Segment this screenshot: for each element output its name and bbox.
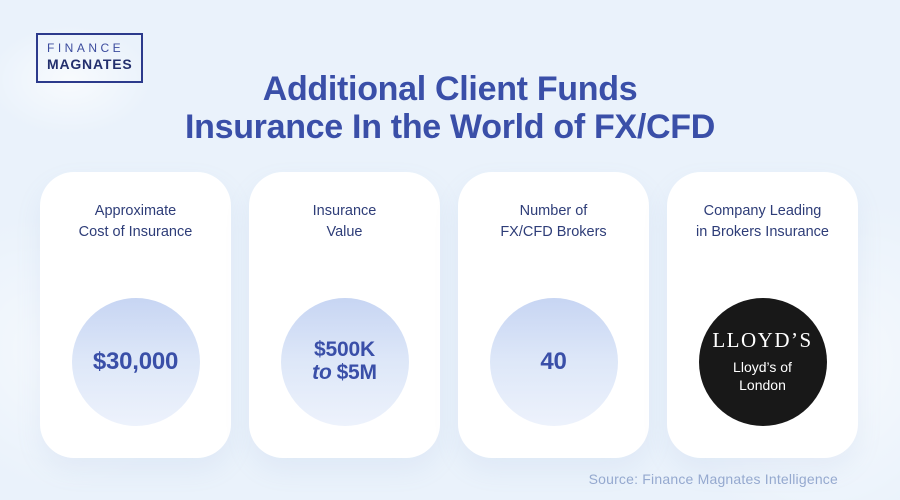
card-broker-count-label-line2: FX/CFD Brokers	[500, 223, 607, 240]
card-insurance-value-stat-circle: $500K to $5M	[280, 298, 409, 426]
insurance-value-line1: $500K	[314, 338, 375, 362]
card-cost-label-line1: Approximate	[94, 203, 177, 219]
card-insurance-value-label-line1: Insurance	[312, 203, 377, 219]
card-broker-count: Number of FX/CFD Brokers 40	[458, 172, 649, 458]
card-leading-company-label-line2: in Brokers Insurance	[696, 223, 829, 240]
source-attribution: Source: Finance Magnates Intelligence	[588, 471, 838, 487]
card-cost-label: Approximate Cost of Insurance	[40, 201, 231, 242]
card-leading-company: Company Leading in Brokers Insurance LLO…	[667, 172, 858, 458]
lloyds-logo-badge: LLOYD’S Lloyd’s of London	[698, 298, 827, 426]
card-insurance-value-label-line2: Value	[326, 223, 363, 240]
card-insurance-value-value: $500K to $5M	[312, 339, 377, 384]
insurance-value-max: $5M	[336, 361, 377, 384]
stat-cards-row: Approximate Cost of Insurance $30,000 In…	[40, 172, 858, 458]
insurance-value-line2: to $5M	[312, 361, 377, 385]
card-cost-value: $30,000	[92, 348, 179, 376]
lloyds-wordmark: LLOYD’S	[712, 328, 813, 353]
lloyds-caption-line1: Lloyd’s of	[733, 359, 792, 376]
card-leading-company-label: Company Leading in Brokers Insurance	[667, 201, 858, 242]
lloyds-caption: Lloyd’s of London	[733, 359, 792, 395]
card-leading-company-label-line1: Company Leading	[703, 203, 822, 219]
card-cost-label-line2: Cost of Insurance	[78, 223, 193, 240]
page-title-line1: Additional Client Funds	[262, 70, 638, 108]
logo-text-finance: FINANCE	[47, 41, 125, 55]
finance-magnates-logo: FINANCE MAGNATES	[36, 33, 144, 83]
card-broker-count-stat-circle: 40	[489, 298, 618, 426]
lloyds-caption-line2: London	[739, 377, 786, 394]
page-title: Additional Client Funds Insurance In the…	[0, 70, 900, 146]
card-cost-stat-circle: $30,000	[71, 298, 200, 426]
card-insurance-value: Insurance Value $500K to $5M	[249, 172, 440, 458]
insurance-value-to: to	[312, 361, 332, 384]
card-cost-of-insurance: Approximate Cost of Insurance $30,000	[40, 172, 231, 458]
card-broker-count-value: 40	[540, 348, 567, 376]
logo-text-magnates: MAGNATES	[47, 56, 133, 72]
card-broker-count-label: Number of FX/CFD Brokers	[458, 201, 649, 242]
card-insurance-value-label: Insurance Value	[249, 201, 440, 242]
card-broker-count-label-line1: Number of	[519, 203, 588, 219]
page-title-line2: Insurance In the World of FX/CFD	[184, 108, 716, 147]
